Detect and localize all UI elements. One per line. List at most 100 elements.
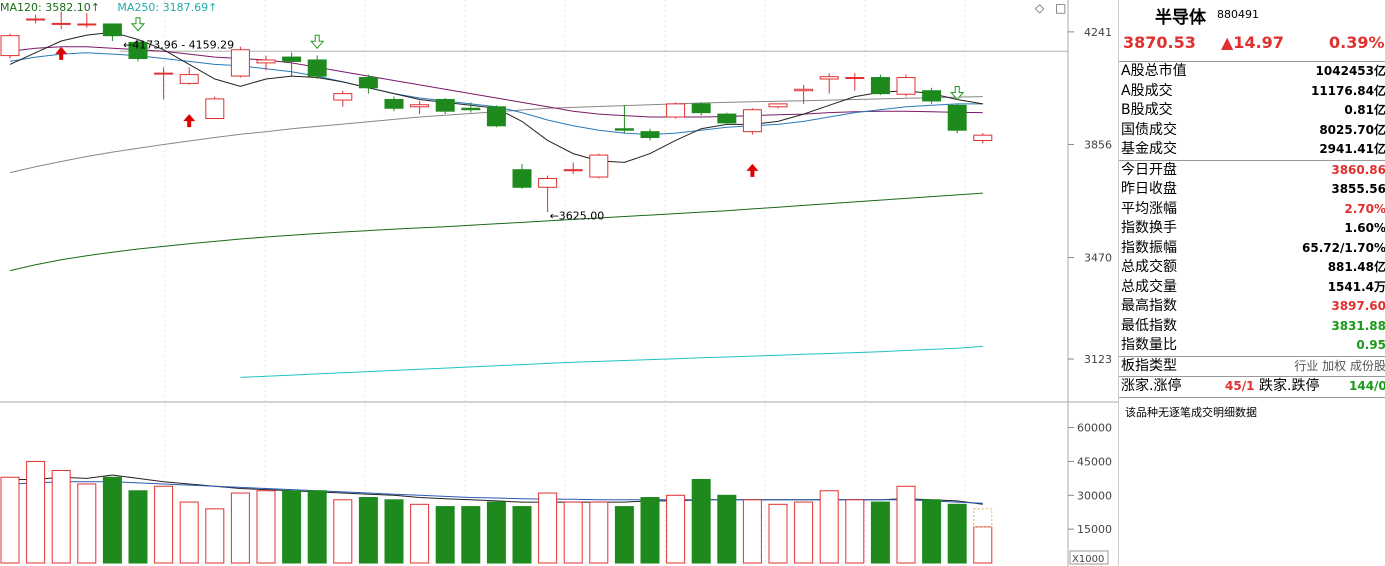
- volume-bar: [794, 501, 814, 564]
- low-annotation: ←3625.00: [550, 209, 605, 222]
- candle-body: [179, 74, 199, 84]
- limit-text: 跌家.跌停: [1259, 378, 1320, 394]
- quote-row-label: 国债成交: [1121, 121, 1177, 138]
- volume-bar: [691, 478, 711, 564]
- quote-row: 昨日收盘 3855.56: [1119, 180, 1385, 200]
- quote-row-value: 3855.56: [1331, 182, 1385, 196]
- volume-bar: [410, 503, 430, 564]
- volume-bar: [666, 494, 686, 564]
- volume-bar: [435, 506, 455, 564]
- quote-rows: A股总市值 1042453亿 A股成交 11176.84亿 B股成交 0.81亿 国债成交 8…: [1119, 61, 1385, 398]
- candle-body: [384, 98, 404, 109]
- price-axis-label: 4241: [1084, 26, 1112, 39]
- quote-row-label: 基金成交: [1121, 141, 1177, 157]
- quote-row: 指数换手 1.60%: [1119, 219, 1385, 239]
- candle-body: [128, 41, 148, 60]
- price-change-pct: 0.39%: [1329, 33, 1385, 52]
- limit-text: 144/0: [1349, 379, 1385, 393]
- quote-row-label: 最高指数: [1121, 298, 1177, 314]
- volume-bar: [205, 508, 225, 564]
- volume-bar: [538, 492, 558, 564]
- quote-row: 总成交额 881.48亿: [1119, 258, 1385, 278]
- down-arrow-icon: [950, 85, 965, 101]
- quote-row: 最低指数 3831.88: [1119, 317, 1385, 337]
- up-arrow-icon: [55, 46, 68, 60]
- down-arrow-icon: [310, 34, 325, 50]
- volume-axis-label: 15000: [1077, 523, 1112, 536]
- quote-row: B股成交 0.81亿: [1119, 101, 1385, 121]
- index-type-links[interactable]: 行业 加权 成份股: [1294, 358, 1385, 373]
- up-arrow-icon: [746, 163, 759, 177]
- candle-body: [410, 104, 430, 108]
- candle-body: [691, 103, 711, 114]
- index-code: 880491: [1217, 8, 1259, 21]
- candle-body: [922, 90, 942, 102]
- volume-bar: [256, 490, 276, 564]
- kline-chart[interactable]: ←4173.96 - 4159.29 ←3625.00 4241 3856 3470 3…: [0, 0, 1118, 566]
- volume-bar: [742, 499, 762, 564]
- price-axis-label: 3856: [1084, 139, 1112, 152]
- quote-row-value: 2.70%: [1344, 201, 1385, 216]
- candle-body: [307, 59, 327, 77]
- square-icon[interactable]: □: [1055, 1, 1067, 15]
- quote-row-value: 881.48亿: [1327, 260, 1385, 274]
- candle-body: [666, 103, 686, 118]
- quote-row: 平均涨幅 2.70%: [1119, 200, 1385, 220]
- candle-body: [205, 98, 225, 119]
- candle-body: [563, 169, 583, 172]
- quote-row-label: 指数量比: [1121, 337, 1177, 353]
- volume-bar: [512, 506, 532, 564]
- candle-body: [973, 134, 993, 141]
- ma120-line: [9, 192, 983, 272]
- up-arrow-icon: [183, 114, 196, 128]
- quote-row-label: 今日开盘: [1121, 161, 1177, 178]
- kline-chart-area[interactable]: ←4173.96 - 4159.29 ←3625.00 4241 3856 3470 3…: [0, 0, 1118, 566]
- volume-bar: [486, 501, 506, 564]
- volume-bar: [819, 490, 839, 564]
- volume-bar: [384, 499, 404, 564]
- candle-body: [640, 131, 660, 139]
- quote-row-value: 1.60%: [1344, 221, 1385, 235]
- candle-body: [486, 106, 506, 127]
- volume-bar: [973, 526, 993, 564]
- quote-row: A股成交 11176.84亿: [1119, 82, 1385, 102]
- candle-body: [947, 104, 967, 131]
- volume-bar: [0, 476, 20, 564]
- quote-row-value: 65.72/1.70%: [1302, 240, 1385, 255]
- volume-bar: [307, 490, 327, 564]
- candle-body: [77, 23, 97, 26]
- candle-body: [51, 22, 71, 25]
- candle-body: [819, 76, 839, 80]
- candle-body: [589, 154, 609, 178]
- volume-unit-box: [1069, 550, 1109, 565]
- candle-body: [0, 35, 20, 57]
- quote-row: 总成交量 1541.4万: [1119, 278, 1385, 298]
- quote-row-value: 0.95: [1356, 338, 1385, 352]
- volume-axis-label: 45000: [1077, 455, 1112, 468]
- quote-row-value: 8025.70亿: [1319, 122, 1385, 137]
- quote-row: 指数量比 0.95: [1119, 336, 1385, 356]
- candle-body: [461, 107, 481, 111]
- quote-row: 指数振幅 65.72/1.70%: [1119, 239, 1385, 259]
- quote-row-label: 最低指数: [1121, 317, 1177, 334]
- quote-row-value: 11176.84亿: [1310, 83, 1385, 98]
- volume-bar: [77, 483, 97, 564]
- tick-data-note: 该品种无逐笔成交明细数据: [1125, 406, 1257, 419]
- down-arrow-icon: [130, 17, 146, 32]
- quote-row: 今日开盘 3860.86: [1119, 159, 1385, 181]
- quote-row-label: 总成交额: [1121, 259, 1177, 275]
- quote-row-label: B股成交: [1121, 102, 1173, 118]
- volume-bar: [230, 492, 250, 564]
- limit-text: 涨家.涨停: [1121, 378, 1182, 394]
- price-axis-label: 3470: [1084, 251, 1112, 264]
- diamond-icon[interactable]: ◇: [1035, 1, 1045, 15]
- candle-body: [742, 109, 762, 133]
- volume-bar: [640, 497, 660, 564]
- ma-legend: MA120: 3582.10↑ MA250: 3187.69↑: [0, 1, 231, 14]
- quote-row-label: 平均涨幅: [1121, 200, 1177, 217]
- index-name: 半导体: [1155, 8, 1206, 28]
- volume-bar: [870, 501, 890, 564]
- limit-row: 涨家.涨停 45/1 跌家.跌停 144/0: [1119, 376, 1385, 398]
- quote-row-label: A股总市值: [1121, 63, 1187, 79]
- candle-body: [358, 77, 378, 89]
